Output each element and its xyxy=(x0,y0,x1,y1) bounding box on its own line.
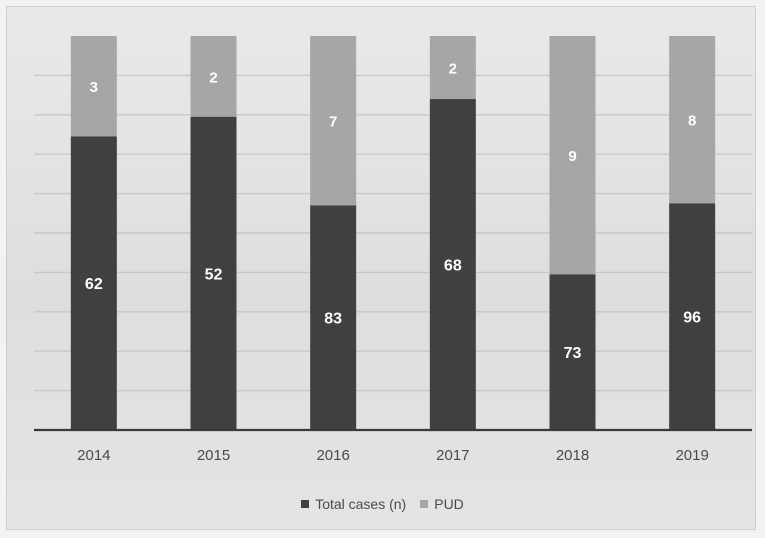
x-tick-label-2017: 2017 xyxy=(436,447,469,464)
bar-total-cases-2018 xyxy=(549,274,596,430)
legend-swatch-total-cases xyxy=(301,500,310,508)
bar-pud-2015 xyxy=(190,36,237,117)
x-tick-label-2014: 2014 xyxy=(77,447,110,464)
bar-total-cases-2019 xyxy=(669,203,716,430)
data-label-total-cases-2019: 96 xyxy=(683,310,701,327)
bar-total-cases-2014 xyxy=(70,136,117,430)
legend-swatch-pud xyxy=(420,500,429,508)
bar-pud-2018 xyxy=(549,36,596,275)
data-label-pud-2015: 2 xyxy=(209,69,217,86)
chart-legend: Total cases (n) PUD xyxy=(0,496,765,512)
x-tick-label-2018: 2018 xyxy=(556,447,589,464)
legend-item-total-cases: Total cases (n) xyxy=(301,496,406,512)
data-label-pud-2016: 7 xyxy=(329,114,337,131)
data-label-pud-2014: 3 xyxy=(90,79,98,96)
x-tick-label-2016: 2016 xyxy=(316,447,349,464)
bar-pud-2016 xyxy=(310,36,357,206)
bar-total-cases-2016 xyxy=(310,205,357,430)
data-label-pud-2018: 9 xyxy=(568,148,576,165)
data-label-total-cases-2017: 68 xyxy=(444,258,462,275)
bar-pud-2017 xyxy=(429,36,476,100)
x-tick-label-2015: 2015 xyxy=(197,447,230,464)
data-label-total-cases-2014: 62 xyxy=(85,276,103,293)
bar-total-cases-2015 xyxy=(190,116,237,431)
data-label-total-cases-2016: 83 xyxy=(324,311,342,328)
data-label-pud-2017: 2 xyxy=(449,61,457,78)
legend-item-pud: PUD xyxy=(420,496,464,512)
data-label-pud-2019: 8 xyxy=(688,113,696,130)
data-label-total-cases-2018: 73 xyxy=(564,345,582,362)
legend-label-pud: PUD xyxy=(434,496,464,512)
bar-pud-2014 xyxy=(70,36,117,137)
x-tick-label-2019: 2019 xyxy=(675,447,708,464)
bar-total-cases-2017 xyxy=(429,99,476,430)
chart-frame xyxy=(6,6,756,530)
legend-label-total-cases: Total cases (n) xyxy=(315,496,407,512)
bar-pud-2019 xyxy=(669,36,716,204)
data-label-total-cases-2015: 52 xyxy=(205,266,223,283)
